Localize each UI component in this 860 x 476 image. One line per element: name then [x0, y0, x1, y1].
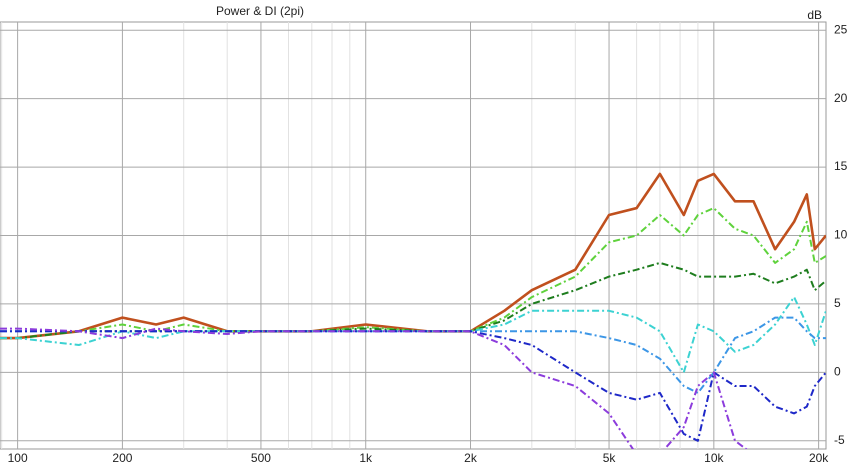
- x-tick-label: 5k: [603, 451, 617, 465]
- x-tick-label: 500: [251, 451, 271, 465]
- series-line: [0, 330, 826, 442]
- y-tick-label: 5: [834, 296, 841, 310]
- y-tick-label: 10: [834, 228, 848, 242]
- x-tick-label: 20k: [809, 451, 829, 465]
- y-unit: dB: [807, 8, 822, 22]
- x-tick-label: 2k: [464, 451, 478, 465]
- y-tick-label: 20: [834, 91, 848, 105]
- x-tick-label: 10k: [704, 451, 724, 465]
- y-tick-label: 0: [834, 365, 841, 379]
- grid: [0, 22, 826, 449]
- series-line: [0, 327, 748, 449]
- y-tick-label: 15: [834, 159, 848, 173]
- x-tick-label: 1k: [359, 451, 373, 465]
- series-line: [0, 172, 826, 340]
- x-tick-label: 200: [112, 451, 132, 465]
- x-tick-label: 100: [8, 451, 28, 465]
- chart-title: Power & DI (2pi): [216, 4, 304, 18]
- lines: [0, 172, 826, 449]
- y-tick-label: 25: [834, 22, 848, 36]
- y-tick-label: -5: [834, 433, 845, 447]
- series-line: [0, 207, 826, 340]
- series-line: [0, 296, 826, 374]
